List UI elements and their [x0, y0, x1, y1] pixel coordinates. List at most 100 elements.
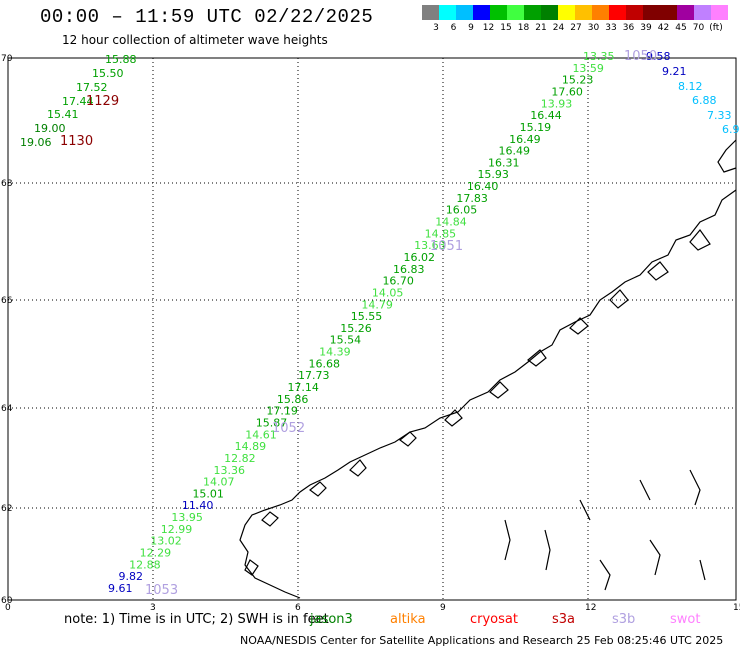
swh-value: 16.49	[509, 133, 540, 146]
lat-tick-label: 60	[1, 596, 13, 606]
swh-value: 17.52	[76, 81, 108, 94]
coastline	[239, 139, 737, 599]
legend-swatch	[626, 5, 643, 20]
legend-swatch	[694, 5, 711, 20]
legend-swatch	[592, 5, 609, 20]
lat-tick-label: 64	[1, 404, 13, 414]
swh-value: 13.95	[171, 511, 203, 524]
legend-label: 21	[535, 23, 547, 33]
lon-tick-label: 6	[295, 603, 301, 612]
swh-value: 17.60	[551, 85, 583, 98]
legend-unit: (ft)	[709, 23, 723, 33]
lat-tick-label: 70	[1, 54, 13, 64]
legend-label: 24	[552, 23, 565, 33]
satellite-jason3: jason3	[310, 612, 353, 627]
satellite-s3a: s3a	[552, 612, 576, 627]
pass-label: 1130	[60, 134, 93, 149]
legend-swatch	[575, 5, 592, 20]
lon-tick-label: 0	[5, 603, 11, 612]
swh-value: 15.26	[340, 322, 372, 335]
legend-swatch	[711, 5, 728, 20]
swh-value: 15.86	[277, 393, 309, 406]
lon-tick-label: 15	[733, 603, 740, 612]
swh-value: 16.40	[467, 180, 499, 193]
swh-value: 17.83	[456, 192, 488, 205]
legend-label: 33	[605, 23, 617, 33]
lon-tick-label: 3	[150, 603, 156, 612]
swh-value: 14.07	[203, 476, 235, 489]
legend-swatch	[643, 5, 660, 20]
legend-swatch	[422, 5, 439, 20]
legend-swatch	[558, 5, 575, 20]
swh-value: 13.63	[414, 239, 446, 252]
swh-value: 8.12	[678, 80, 703, 93]
lat-tick-label: 68	[1, 179, 13, 189]
satellite-swot: swot	[670, 612, 701, 627]
swh-value: 14.84	[435, 216, 467, 229]
swh-value: 15.87	[256, 416, 288, 429]
lat-tick-label: 66	[1, 296, 13, 306]
swh-value: 12.29	[140, 547, 172, 560]
swh-value: 15.50	[92, 67, 124, 80]
swh-value: 17.19	[266, 405, 298, 418]
legend-swatch	[490, 5, 507, 20]
swh-value: 17.73	[298, 369, 330, 382]
swh-value: 15.93	[477, 168, 509, 181]
legend-swatch	[507, 5, 524, 20]
swh-value: 16.83	[393, 263, 425, 276]
swh-value: 17.14	[287, 381, 319, 394]
swh-value: 15.23	[562, 74, 594, 87]
swh-value: 19.06	[20, 136, 52, 149]
swh-value: 16.31	[488, 156, 520, 169]
legend-label: 45	[675, 23, 687, 33]
swh-value: 14.79	[361, 298, 393, 311]
swh-value: 9.21	[662, 65, 687, 78]
legend-label: 6	[450, 23, 457, 33]
swh-value: 19.00	[34, 122, 66, 135]
swh-value: 16.44	[530, 109, 562, 122]
swh-value: 14.05	[372, 286, 404, 299]
legend-label: 15	[500, 23, 512, 33]
swh-value: 16.68	[309, 357, 341, 370]
swh-value: 17.44	[62, 95, 94, 108]
swh-value: 9.61	[108, 582, 133, 595]
swh-value: 13.02	[150, 535, 182, 548]
swh-value: 7.33	[707, 109, 732, 122]
legend-swatch	[439, 5, 456, 20]
swh-value: 11.40	[182, 499, 214, 512]
swh-value: 12.88	[129, 558, 161, 571]
swh-value: 13.35	[583, 50, 615, 63]
grid-lines	[8, 58, 736, 600]
swh-value: 13.59	[572, 62, 604, 75]
swh-value: 16.05	[446, 204, 478, 217]
swh-value: 13.93	[541, 97, 573, 110]
map-title: 00:00 – 11:59 UTC 02/22/2025	[40, 6, 374, 28]
pass-label: 1052	[272, 421, 305, 436]
swh-value: 16.70	[382, 275, 414, 288]
swh-value: 15.01	[192, 487, 224, 500]
swh-value: 9.82	[119, 570, 144, 583]
legend-swatch	[524, 5, 541, 20]
credit-line: NOAA/NESDIS Center for Satellite Applica…	[240, 634, 724, 647]
legend-label: 70	[692, 23, 705, 33]
swh-value: 14.61	[245, 428, 277, 441]
pass-label: 1129	[86, 94, 119, 109]
lon-tick-label: 9	[440, 603, 446, 612]
swh-value: 6.88	[692, 94, 717, 107]
swh-value: 13.36	[214, 464, 246, 477]
swh-value: 6.9	[722, 123, 740, 136]
legend-label: 39	[640, 23, 652, 33]
swh-value: 15.54	[330, 334, 362, 347]
swh-value: 9.58	[646, 50, 671, 63]
legend-swatch	[473, 5, 490, 20]
swh-value: 16.02	[404, 251, 436, 264]
legend-swatch	[609, 5, 626, 20]
lat-tick-label: 62	[1, 504, 12, 514]
legend-label: 9	[468, 23, 474, 33]
legend-label: 42	[657, 23, 670, 33]
swh-value: 15.41	[47, 108, 79, 121]
swh-value: 14.89	[235, 440, 267, 453]
legend-label: 3	[433, 23, 439, 33]
legend-swatch	[456, 5, 473, 20]
